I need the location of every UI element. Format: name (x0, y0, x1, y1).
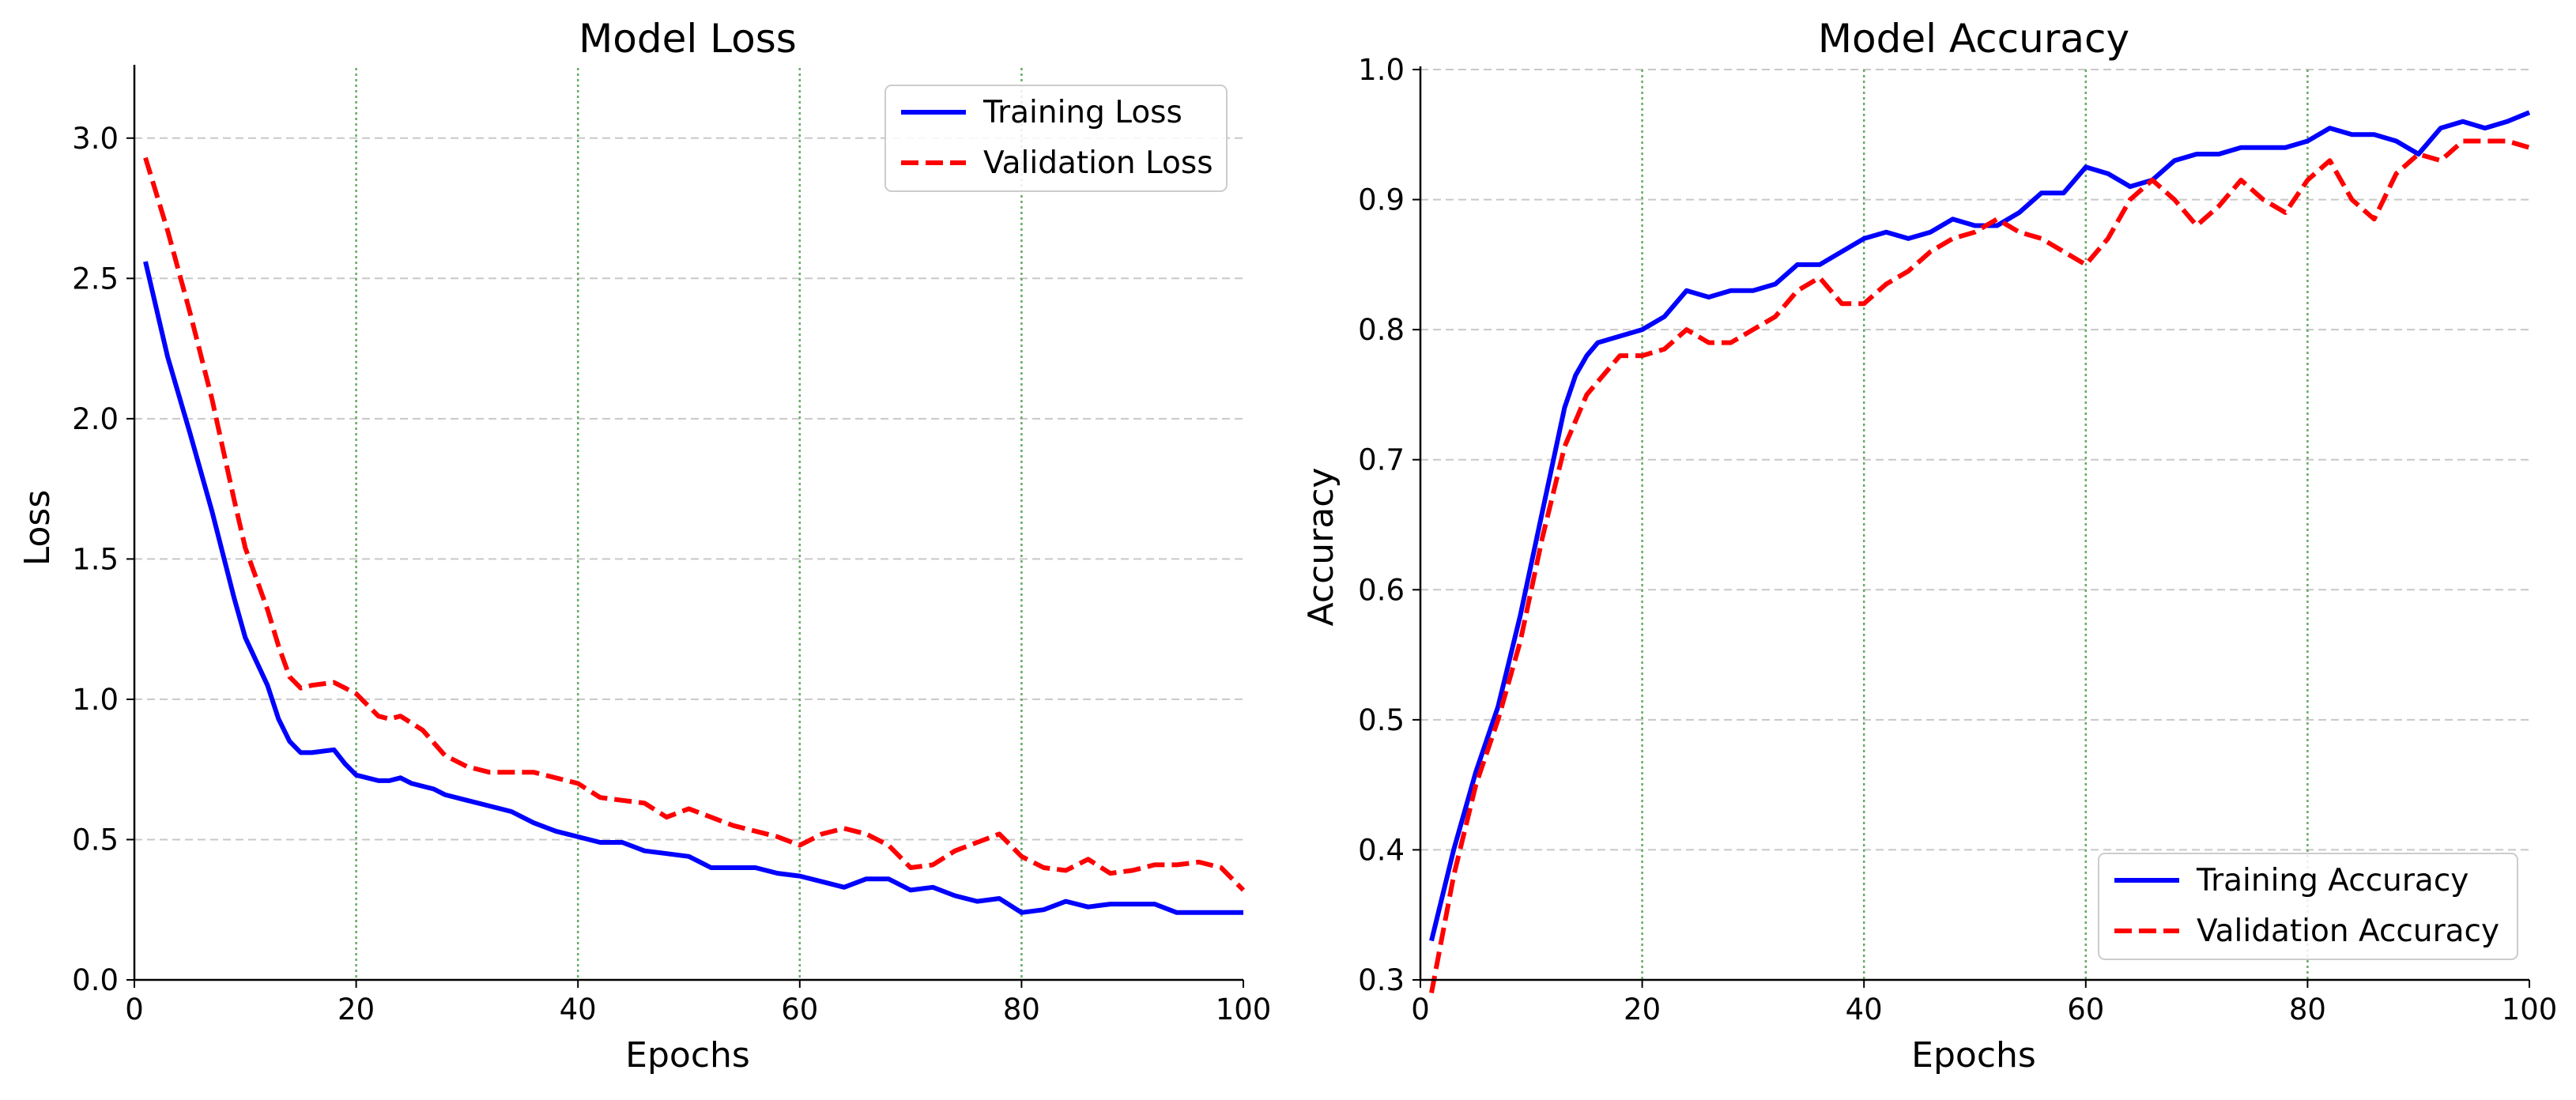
loss-ytick-label: 3.0 (72, 122, 119, 156)
accuracy-xtick-label: 60 (2067, 993, 2104, 1027)
loss-xtick-label: 0 (125, 993, 144, 1027)
loss-xtick-label: 100 (1216, 993, 1272, 1027)
legend-label-validation-loss: Validation Loss (983, 145, 1213, 181)
loss-legend-box (884, 85, 1228, 192)
series-line-validation-accuracy (1429, 138, 2530, 994)
accuracy-xtick-label: 40 (1846, 993, 1883, 1027)
accuracy-ytick-label: 0.7 (1358, 443, 1405, 477)
accuracy-chart: Model Accuracy Epochs Accuracy 0 20 40 60 80… (1301, 16, 2557, 1076)
accuracy-xtick-label: 0 (1411, 993, 1430, 1027)
legend-label-training-accuracy: Training Accuracy (2196, 863, 2469, 898)
series-line-training-accuracy (1429, 110, 2531, 942)
accuracy-xtick-label: 20 (1624, 993, 1661, 1027)
accuracy-ytick-label: 0.5 (1358, 703, 1405, 737)
series-line-training-loss (143, 261, 1243, 915)
accuracy-ylabel: Accuracy (1301, 468, 1341, 627)
accuracy-chart-title: Model Accuracy (1818, 16, 2129, 62)
accuracy-ytick-label: 0.3 (1358, 963, 1405, 997)
loss-xtick-label: 20 (338, 993, 375, 1027)
loss-chart-title: Model Loss (579, 16, 797, 62)
loss-xlabel: Epochs (625, 1035, 750, 1076)
legend-label-training-loss: Training Loss (983, 95, 1182, 130)
loss-ytick-label: 0.0 (72, 963, 119, 997)
loss-xtick-label: 80 (1003, 993, 1040, 1027)
loss-xtick-label: 40 (560, 993, 597, 1027)
loss-ytick-label: 2.5 (72, 262, 119, 296)
accuracy-ytick-label: 0.6 (1358, 573, 1405, 607)
loss-ytick-label: 1.0 (72, 683, 119, 717)
accuracy-legend-box (2098, 853, 2518, 960)
loss-xtick-label: 60 (781, 993, 818, 1027)
loss-ytick-label: 0.5 (72, 823, 119, 857)
accuracy-xtick-label: 100 (2502, 993, 2558, 1027)
loss-chart: Model Loss Epochs Loss 0 20 40 60 80 100 0.0 0.… (17, 16, 1271, 1076)
loss-legend: Training Loss Validation Loss (884, 85, 1228, 192)
accuracy-xlabel: Epochs (1911, 1035, 2036, 1076)
series-line-validation-loss (143, 156, 1246, 892)
accuracy-ytick-label: 1.0 (1358, 53, 1405, 87)
legend-label-validation-accuracy: Validation Accuracy (2197, 914, 2499, 949)
loss-ylabel: Loss (17, 490, 58, 567)
accuracy-xtick-label: 80 (2289, 993, 2326, 1027)
loss-ytick-label: 2.0 (72, 402, 119, 436)
loss-ytick-label: 1.5 (72, 542, 119, 576)
accuracy-ytick-label: 0.8 (1358, 313, 1405, 347)
accuracy-legend: Training Accuracy Validation Accuracy (2098, 853, 2518, 960)
accuracy-ytick-label: 0.4 (1358, 833, 1405, 867)
accuracy-ytick-label: 0.9 (1358, 183, 1405, 217)
